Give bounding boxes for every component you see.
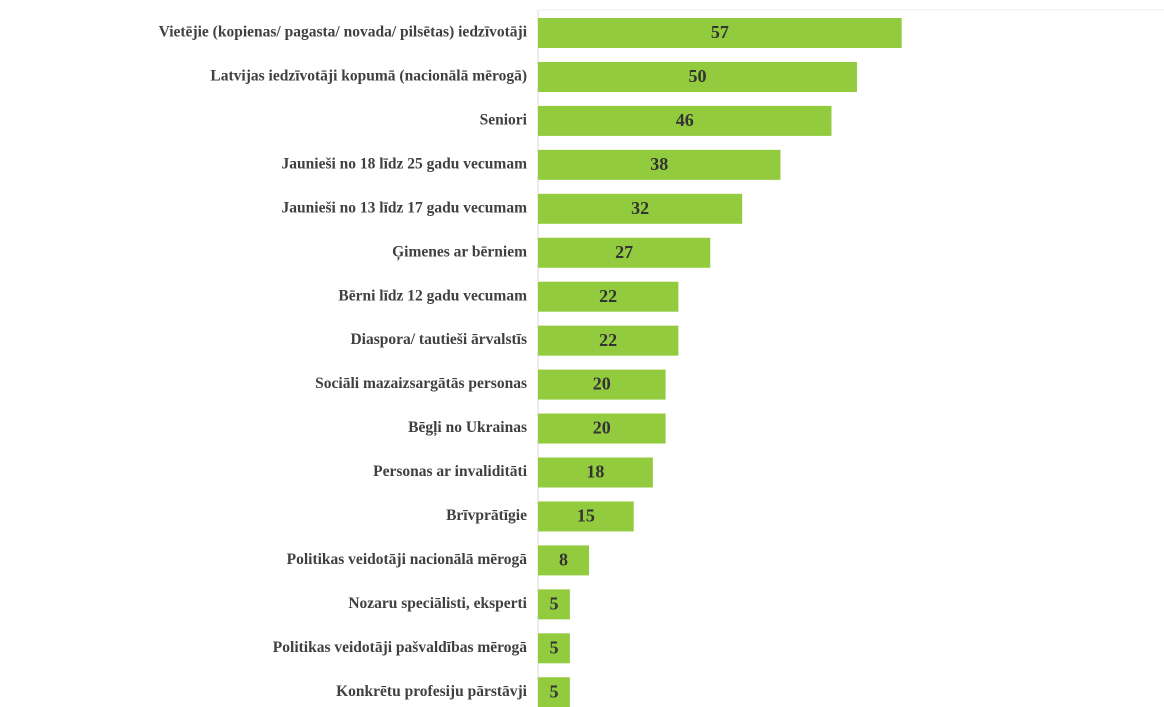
category-label: Diaspora/ tautieši ārvalstīs [350, 331, 527, 348]
value-label: 18 [586, 462, 604, 482]
value-label: 46 [676, 110, 694, 130]
category-label: Latvijas iedzīvotāji kopumā (nacionālā m… [210, 68, 527, 85]
bar [538, 369, 666, 400]
category-label: Jaunieši no 18 līdz 25 gadu vecumam [282, 155, 528, 172]
bar [538, 237, 711, 268]
bar [538, 545, 590, 576]
category-label: Konkrētu profesiju pārstāvji [336, 683, 528, 700]
category-label: Personas ar invaliditāti [373, 463, 528, 480]
bar [538, 18, 902, 48]
value-label: 20 [593, 418, 611, 438]
bar [538, 149, 781, 180]
bar [538, 105, 832, 136]
bar [538, 281, 679, 312]
value-label: 32 [631, 198, 649, 218]
category-label: Bēgļi no Ukrainas [408, 419, 527, 436]
category-label: Seniori [480, 111, 528, 128]
value-label: 8 [559, 550, 568, 570]
bar [538, 193, 743, 224]
value-label: 5 [549, 593, 558, 613]
category-label: Sociāli mazaizsargātās personas [315, 375, 527, 392]
bar [538, 633, 570, 664]
bar [538, 501, 634, 532]
category-label: Jaunieši no 13 līdz 17 gadu vecumam [282, 199, 528, 216]
value-label: 22 [599, 286, 617, 306]
category-label: Vietējie (kopienas/ pagasta/ novada/ pil… [159, 24, 528, 41]
category-label: Politikas veidotāji nacionālā mērogā [287, 551, 528, 568]
value-label: 57 [711, 22, 729, 42]
bar [538, 413, 666, 444]
value-label: 50 [689, 66, 707, 86]
category-label: Ģimenes ar bērniem [392, 243, 527, 260]
category-label: Nozaru speciālisti, eksperti [348, 595, 527, 612]
category-label: Politikas veidotāji pašvaldības mērogā [273, 639, 527, 656]
bar [538, 677, 570, 707]
value-label: 5 [549, 637, 558, 657]
value-label: 27 [615, 242, 633, 262]
category-label: Brīvprātīgie [446, 507, 527, 524]
bar [538, 61, 857, 92]
value-label: 5 [549, 681, 558, 701]
value-label: 20 [593, 374, 611, 394]
bar [538, 589, 570, 620]
value-label: 38 [650, 154, 668, 174]
value-label: 15 [577, 506, 595, 526]
category-label: Bērni līdz 12 gadu vecumam [338, 287, 527, 304]
bar [538, 457, 653, 488]
value-label: 22 [599, 330, 617, 350]
bar [538, 325, 679, 356]
